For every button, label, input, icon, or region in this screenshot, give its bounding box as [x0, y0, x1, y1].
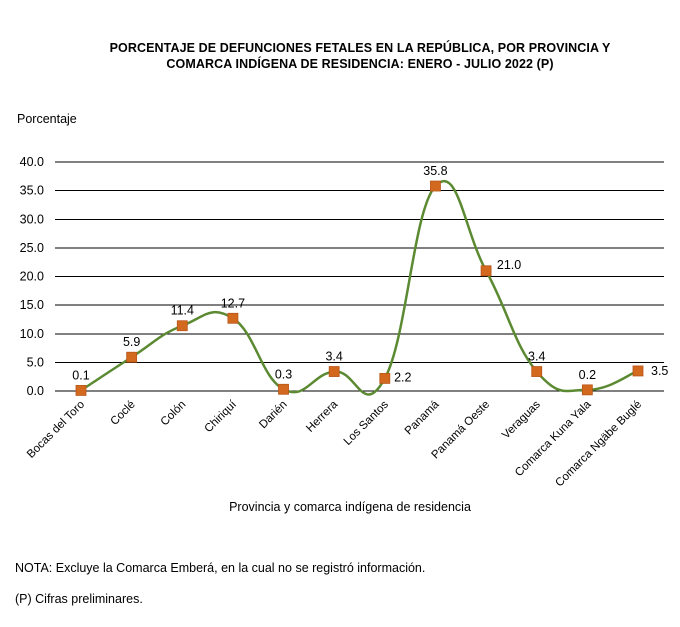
data-point-marker: [227, 312, 239, 324]
data-label: 3.4: [325, 350, 342, 364]
x-tick-label: Herrera: [304, 398, 340, 434]
y-tick-label: 15.0: [20, 298, 44, 312]
data-point-marker: [581, 384, 593, 396]
footnote-exclusion: NOTA: Excluye la Comarca Emberá, en la c…: [15, 561, 426, 575]
data-label: 2.2: [394, 370, 411, 384]
x-tick-label: Chiriquí: [203, 398, 240, 435]
data-point-marker: [531, 366, 543, 377]
y-tick-label: 30.0: [20, 212, 44, 226]
data-point-marker: [480, 265, 492, 277]
data-point-marker: [328, 366, 340, 377]
data-label: 21.0: [497, 258, 521, 272]
data-label: 12.7: [221, 296, 245, 310]
data-point-marker: [75, 385, 87, 396]
data-label: 5.9: [123, 335, 140, 349]
y-tick-label: 5.0: [27, 355, 44, 369]
data-label: 0.3: [275, 367, 292, 381]
data-point-marker: [176, 320, 188, 332]
footnote-preliminary: (P) Cifras preliminares.: [15, 592, 143, 606]
data-point-marker: [379, 373, 391, 384]
y-tick-label: 40.0: [20, 155, 44, 169]
x-tick-label: Veraguas: [500, 398, 543, 441]
data-label: 3.5: [651, 364, 668, 378]
x-tick-label: Bocas del Toro: [25, 399, 87, 461]
data-point-marker: [278, 383, 289, 395]
data-point-marker: [126, 351, 138, 363]
x-tick-label: Comarca Ngäbe Buglé: [553, 399, 644, 490]
x-axis-title: Provincia y comarca indígena de residenc…: [229, 500, 471, 514]
data-label: 11.4: [171, 304, 194, 318]
y-axis-title: Porcentaje: [17, 112, 77, 126]
x-tick-label: Colón: [159, 399, 189, 429]
data-label: 0.1: [72, 368, 89, 382]
chart-title-line2: COMARCA INDÍGENA DE RESIDENCIA: ENERO - …: [166, 57, 554, 71]
chart-title: PORCENTAJE DE DEFUNCIONES FETALES EN LA …: [60, 40, 660, 72]
data-point-marker: [632, 365, 644, 377]
y-tick-label: 25.0: [20, 241, 44, 255]
x-tick-label: Panamá: [403, 398, 442, 437]
y-tick-label: 10.0: [20, 327, 44, 341]
x-tick-label: Coclé: [108, 399, 137, 428]
data-label: 35.8: [423, 164, 447, 178]
data-label: 0.2: [579, 368, 596, 382]
x-tick-label: Los Santos: [342, 398, 391, 447]
y-tick-label: 20.0: [20, 270, 44, 284]
x-tick-label: Darién: [257, 399, 289, 431]
data-point-marker: [430, 180, 441, 192]
y-tick-label: 35.0: [20, 184, 44, 198]
data-label: 3.4: [528, 350, 545, 364]
chart-title-line1: PORCENTAJE DE DEFUNCIONES FETALES EN LA …: [109, 41, 611, 55]
y-tick-label: 0.0: [27, 384, 44, 398]
